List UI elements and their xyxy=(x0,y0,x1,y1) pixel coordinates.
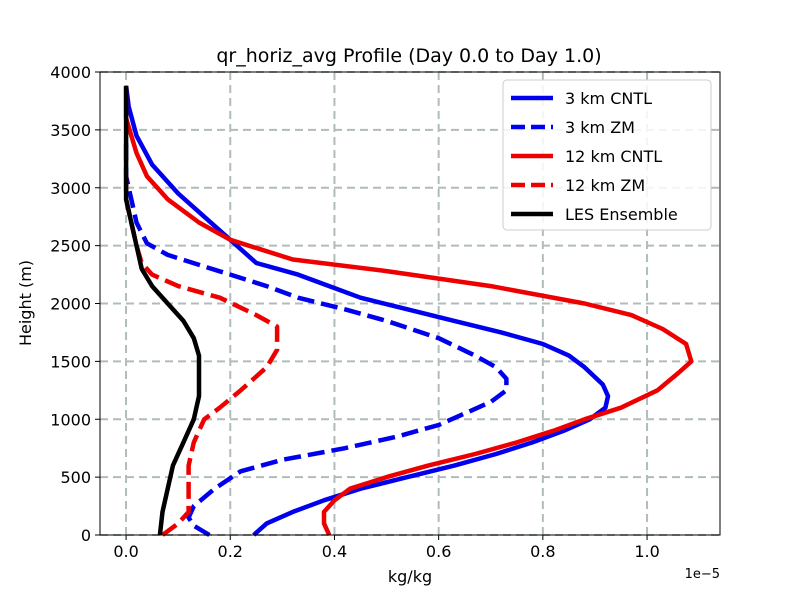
y-tick-label: 500 xyxy=(60,468,91,487)
y-axis-label: Height (m) xyxy=(16,260,35,346)
chart-title: qr_horiz_avg Profile (Day 0.0 to Day 1.0… xyxy=(216,45,601,67)
legend: 3 km CNTL 3 km ZM 12 km CNTL 12 km ZM LES En… xyxy=(502,79,712,231)
x-tick-label: 0.0 xyxy=(113,542,138,561)
legend-box xyxy=(502,79,712,231)
legend-label-12-km-cntl: 12 km CNTL xyxy=(565,147,662,166)
x-tick-label: 1.0 xyxy=(634,542,659,561)
series-line-3-km-cntl xyxy=(123,85,611,537)
legend-label-12-km-zm: 12 km ZM xyxy=(565,176,645,195)
y-tick-label: 1000 xyxy=(50,410,91,429)
legend-label-les-ensemble: LES Ensemble xyxy=(565,205,678,224)
series-line-3-km-zm xyxy=(123,141,509,537)
x-tick-label: 0.6 xyxy=(426,542,451,561)
series-line-12-km-cntl xyxy=(123,85,694,536)
x-axis-label: kg/kg xyxy=(388,567,432,586)
y-tick-label: 1500 xyxy=(50,352,91,371)
x-offset-label: 1e−5 xyxy=(685,567,720,582)
y-tick-label: 2000 xyxy=(50,295,91,314)
y-tick-label: 2500 xyxy=(50,237,91,256)
x-tick-label: 0.8 xyxy=(530,542,555,561)
series-layer xyxy=(123,85,694,537)
legend-label-3-km-cntl: 3 km CNTL xyxy=(565,89,652,108)
ticks: 0.0 0.2 0.4 0.6 0.8 1.0 0 500 1000 1500 2000 2500 30… xyxy=(50,63,660,561)
y-tick-label: 3000 xyxy=(50,179,91,198)
y-tick-label: 4000 xyxy=(50,63,91,82)
x-tick-label: 0.4 xyxy=(322,542,347,561)
legend-label-3-km-zm: 3 km ZM xyxy=(565,118,635,137)
x-tick-label: 0.2 xyxy=(218,542,243,561)
y-tick-label: 3500 xyxy=(50,121,91,140)
y-tick-label: 0 xyxy=(81,526,91,545)
series-line-les-ensemble xyxy=(123,85,202,536)
